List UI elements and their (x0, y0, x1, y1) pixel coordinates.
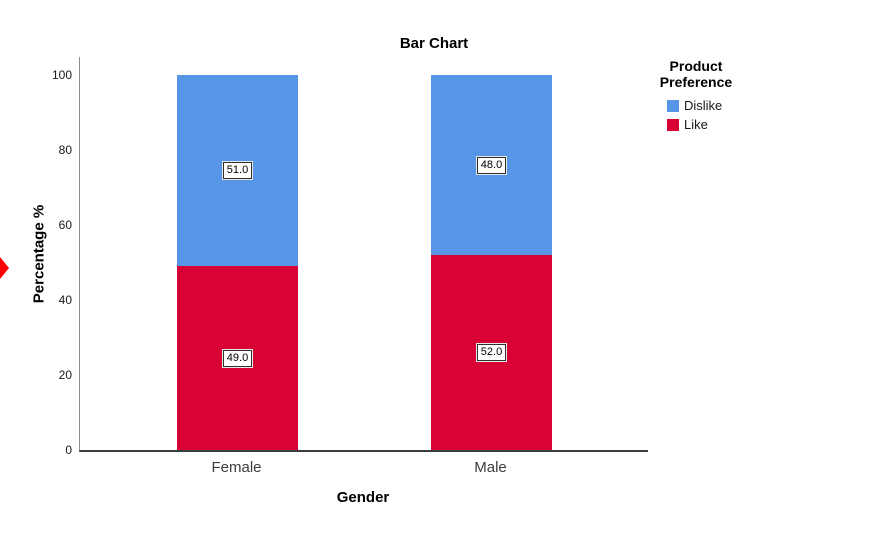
y-tick-label: 20 (58, 368, 72, 382)
value-label-wrap: 48.0 (431, 155, 552, 175)
value-label-wrap: 49.0 (177, 348, 298, 368)
legend-swatch-icon (667, 100, 679, 112)
legend-item-label: Dislike (684, 98, 723, 113)
legend-item-like: Like (667, 118, 766, 132)
value-label: 48.0 (475, 155, 508, 175)
legend-title-line: Preference (659, 74, 733, 90)
selection-arrow-icon (0, 257, 9, 279)
chart-title: Bar Chart (399, 35, 469, 52)
legend-item-label: Like (684, 117, 708, 132)
y-tick-label: 40 (58, 293, 72, 307)
plot-area: 49.0 51.0 52.0 48.0 (79, 57, 648, 452)
y-tick-label: 100 (51, 68, 72, 82)
x-category-label-female: Female (211, 459, 262, 476)
legend-items: Dislike Like (667, 99, 766, 132)
x-axis-title: Gender (336, 489, 390, 506)
value-label-wrap: 52.0 (431, 343, 552, 362)
legend-swatch-icon (667, 119, 679, 131)
y-tick-label: 80 (58, 143, 72, 157)
value-label: 51.0 (221, 161, 254, 181)
value-label-wrap: 51.0 (177, 161, 298, 181)
legend-title-line: Product (669, 58, 723, 74)
y-tick-label: 60 (58, 218, 72, 232)
legend: Product Preference Dislike Like (646, 58, 766, 137)
value-label: 49.0 (221, 348, 254, 368)
legend-item-dislike: Dislike (667, 99, 766, 113)
x-category-label-male: Male (474, 459, 507, 476)
value-label: 52.0 (475, 343, 508, 362)
legend-title: Product Preference (646, 58, 746, 90)
y-tick-label: 0 (65, 443, 72, 457)
